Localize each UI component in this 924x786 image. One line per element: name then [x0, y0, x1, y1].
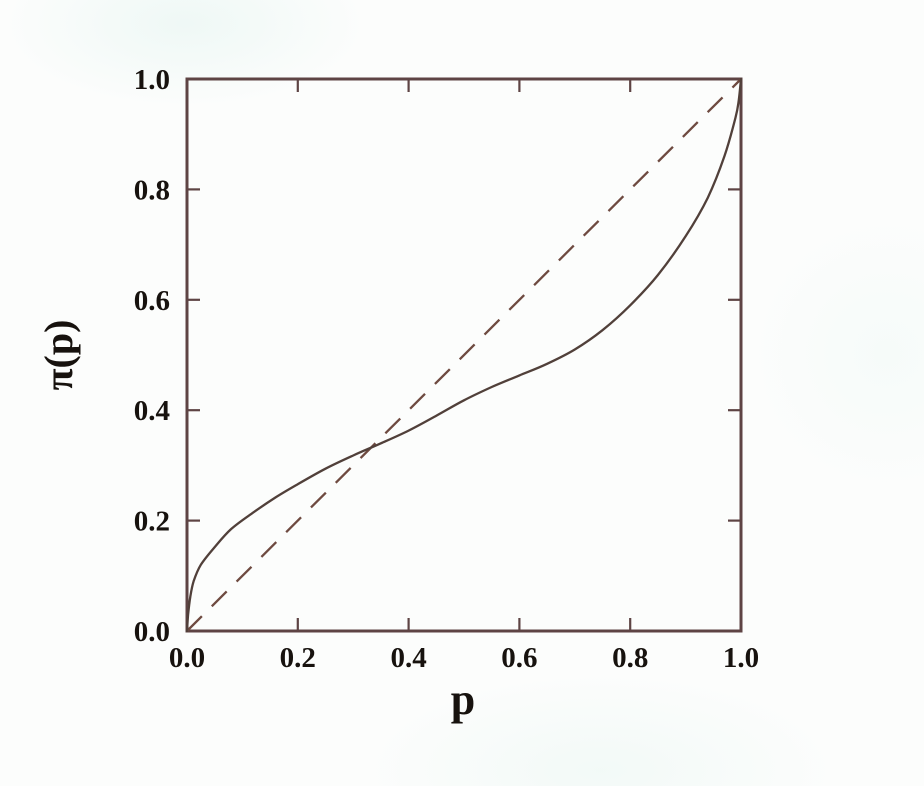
x-tick-label: 1.0	[723, 642, 759, 674]
probability-weighting-curve	[185, 77, 743, 633]
y-tick-label: 1.0	[134, 64, 170, 96]
axis-ticks	[187, 79, 741, 631]
x-tick-label: 0.2	[280, 642, 316, 674]
y-tick-label: 0.6	[134, 285, 170, 317]
y-axis-title: π(p)	[36, 320, 81, 391]
identity-diagonal-line	[186, 78, 742, 632]
y-tick-labels: 0.0 0.2 0.4 0.6 0.8 1.0	[134, 64, 170, 648]
x-tick-label: 0.4	[390, 642, 426, 674]
y-tick-label: 0.0	[134, 616, 170, 648]
x-tick-label: 0.6	[501, 642, 537, 674]
y-tick-label: 0.2	[134, 506, 170, 538]
x-tick-label: 0.0	[169, 642, 205, 674]
plot-frame	[185, 77, 743, 633]
x-axis-title: p	[451, 675, 475, 724]
x-tick-labels: 0.0 0.2 0.4 0.6 0.8 1.0	[169, 642, 759, 674]
y-tick-label: 0.4	[134, 395, 170, 427]
x-tick-label: 0.8	[612, 642, 648, 674]
y-tick-label: 0.8	[134, 174, 170, 206]
